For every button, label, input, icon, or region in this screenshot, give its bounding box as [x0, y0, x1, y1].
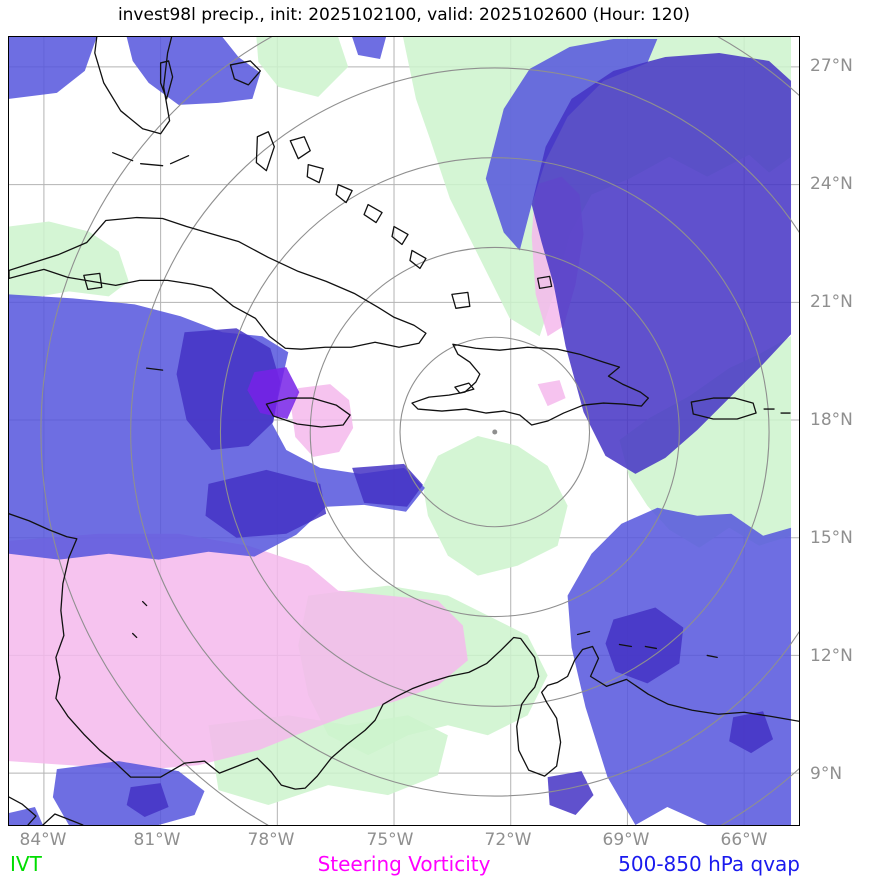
coastlines-layer [9, 37, 799, 825]
legend-item-steering-vorticity: Steering Vorticity [317, 852, 491, 876]
coast-florida-keys [112, 152, 190, 167]
lat-tick-label: 15°N [810, 528, 853, 548]
coast-pacific-costa-rica [9, 796, 84, 825]
legend: IVT Steering Vorticity 500-850 hPa qvap [8, 852, 800, 882]
lat-tick-label: 12°N [810, 646, 853, 666]
coast-cayman [146, 367, 164, 371]
coast-cuba [9, 216, 427, 350]
coast-central-south-america [9, 513, 799, 790]
lon-tick-label: 78°W [247, 830, 295, 850]
coast-abc-islands [576, 630, 658, 650]
map-canvas [9, 37, 799, 825]
lon-tick-label: 81°W [133, 830, 181, 850]
qvap-field-purple-layer [247, 367, 300, 420]
lat-tick-label: 9°N [810, 764, 843, 784]
coast-lesser-antilles [706, 408, 791, 659]
lon-tick-label: 69°W [602, 830, 650, 850]
lon-tick-label: 84°W [19, 830, 67, 850]
coast-jamaica [265, 397, 351, 428]
lat-tick-label: 18°N [810, 410, 853, 430]
qvap-field-dark-layer [126, 52, 792, 818]
coast-san-andres [132, 600, 148, 639]
map-plot [8, 36, 800, 826]
lon-tick-label: 75°W [366, 830, 414, 850]
coast-florida [94, 37, 173, 135]
coast-hispaniola [411, 343, 650, 426]
legend-item-qvap: 500-850 hPa qvap [618, 852, 800, 876]
coast-gonave [454, 382, 475, 394]
coast-puerto-rico [690, 397, 757, 420]
lon-tick-label: 72°W [484, 830, 532, 850]
lon-tick-label: 66°W [720, 830, 768, 850]
coast-isla-juventud [83, 272, 103, 291]
plot-title: invest98l precip., init: 2025102100, val… [117, 5, 691, 25]
lat-tick-label: 21°N [810, 292, 853, 312]
legend-item-ivt: IVT [10, 852, 42, 876]
lat-tick-label: 27°N [810, 56, 853, 76]
lon-axis: 84°W 81°W 78°W 75°W 72°W 69°W 66°W [0, 830, 873, 854]
range-rings [40, 37, 799, 825]
coast-bahamas [159, 60, 553, 309]
lat-tick-label: 24°N [810, 174, 853, 194]
